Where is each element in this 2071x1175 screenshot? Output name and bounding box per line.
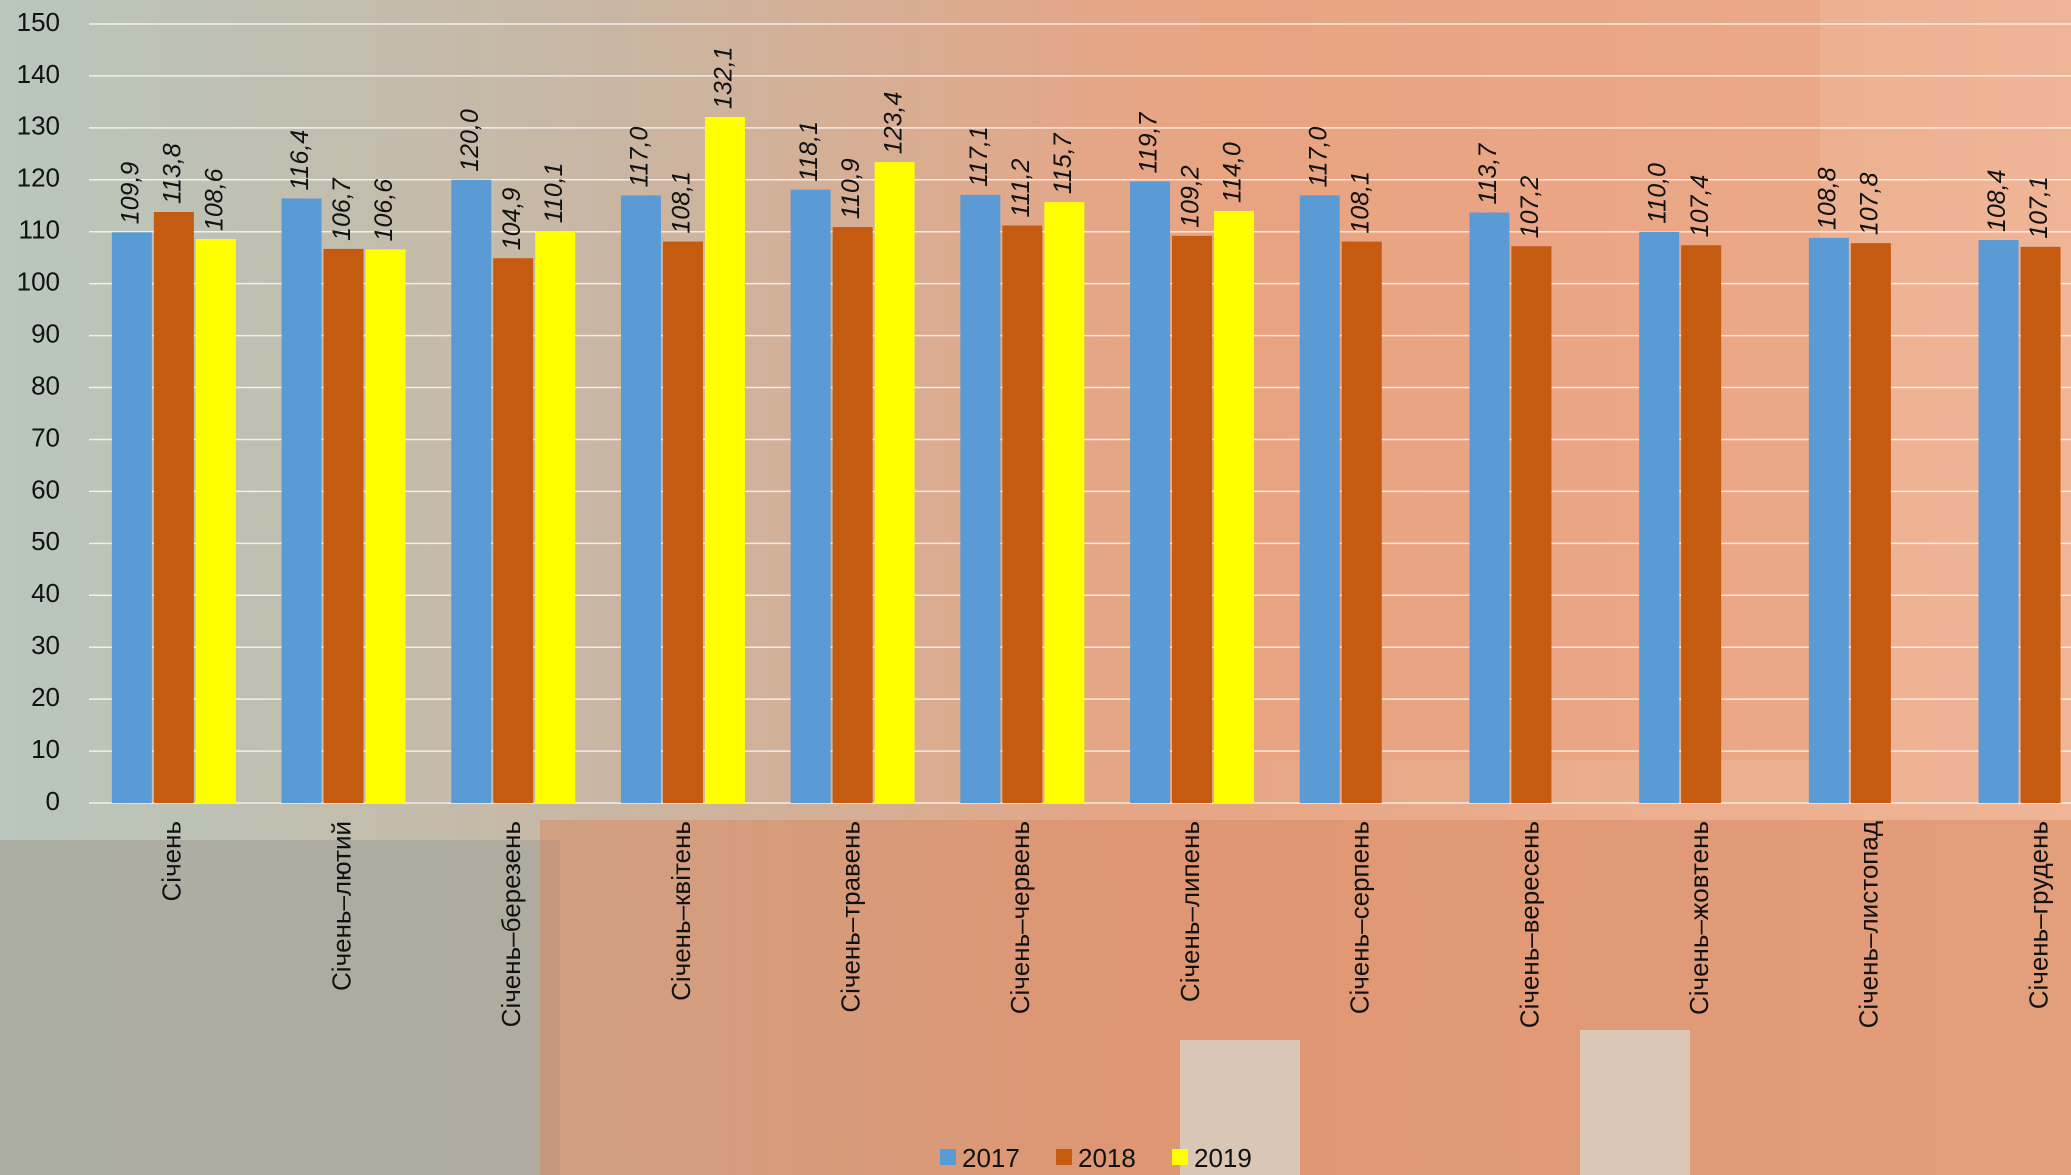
bar (1511, 246, 1552, 804)
y-tick-label: 70 (31, 422, 60, 452)
bar (790, 189, 831, 803)
value-label: 108,8 (1813, 167, 1841, 230)
legend-label: 2017 (962, 1143, 1020, 1173)
legend-swatch (940, 1149, 956, 1165)
value-label: 106,6 (370, 179, 398, 242)
value-label: 108,1 (668, 171, 696, 234)
value-label: 111,2 (1007, 159, 1035, 218)
value-label: 116,4 (286, 130, 314, 191)
value-label: 108,6 (200, 168, 228, 231)
value-label: 132,1 (710, 46, 738, 109)
value-label: 115,7 (1049, 132, 1077, 194)
bar (1639, 231, 1680, 803)
legend-label: 2019 (1194, 1143, 1252, 1173)
x-tick-label: Січень–грудень (2023, 821, 2053, 1009)
bar (1214, 210, 1255, 803)
x-tick-label: Січень (157, 821, 187, 901)
y-tick-label: 0 (46, 786, 60, 816)
value-label: 110,9 (837, 158, 865, 219)
legend-swatch (1056, 1149, 1072, 1165)
y-tick-label: 50 (31, 526, 60, 556)
value-label: 117,0 (626, 127, 654, 188)
y-tick-label: 80 (31, 370, 60, 400)
legend-label: 2018 (1078, 1143, 1136, 1173)
bar (1341, 241, 1382, 804)
value-label: 120,0 (456, 109, 484, 172)
x-tick-label: Січень–квітень (666, 821, 696, 1001)
bar (1172, 235, 1213, 803)
bar (832, 227, 873, 803)
bar (281, 198, 322, 804)
bar (704, 116, 745, 803)
bar (2020, 246, 2061, 803)
value-label: 108,4 (1983, 169, 2011, 232)
bar (662, 241, 703, 804)
bar (960, 194, 1001, 804)
y-tick-label: 30 (31, 630, 60, 660)
y-tick-label: 150 (17, 7, 60, 37)
value-label: 109,9 (116, 162, 144, 225)
value-label: 113,7 (1474, 143, 1502, 205)
bar (620, 195, 661, 803)
value-label: 119,7 (1135, 112, 1163, 174)
bar (451, 179, 492, 804)
value-label: 113,8 (158, 143, 186, 204)
y-tick-label: 110 (19, 215, 60, 245)
bar (1850, 243, 1891, 803)
legend-swatch (1172, 1149, 1188, 1165)
value-label: 108,1 (1346, 171, 1374, 234)
y-tick-label: 130 (17, 111, 60, 141)
x-tick-label: Січень–листопад (1854, 821, 1884, 1028)
y-tick-label: 140 (17, 59, 60, 89)
x-tick-label: Січень–червень (1005, 821, 1035, 1014)
y-tick-label: 120 (17, 163, 60, 193)
x-tick-label: Січень–вересень (1514, 821, 1544, 1028)
value-label: 104,9 (498, 188, 526, 251)
y-tick-label: 10 (31, 734, 60, 764)
y-tick-label: 100 (17, 267, 60, 297)
bar (1002, 225, 1043, 803)
y-tick-label: 90 (31, 318, 60, 348)
value-label: 117,1 (965, 126, 993, 187)
value-label: 107,8 (1855, 173, 1883, 236)
value-label: 107,4 (1686, 175, 1714, 238)
x-tick-label: Січень–лютий (326, 821, 356, 991)
bar (111, 232, 152, 803)
bar (874, 162, 915, 803)
value-label: 123,4 (879, 92, 907, 155)
value-label: 114,0 (1219, 142, 1247, 203)
value-label: 110,1 (540, 162, 568, 223)
bar (153, 211, 194, 804)
value-label: 107,2 (1516, 176, 1544, 239)
x-tick-label: Січень–серпень (1345, 821, 1375, 1014)
value-label: 110,0 (1644, 163, 1672, 224)
value-label: 107,1 (2025, 176, 2053, 239)
x-tick-label: Січень–липень (1175, 821, 1205, 1002)
x-tick-label: Січень–жовтень (1684, 821, 1714, 1015)
value-label: 106,7 (328, 177, 356, 241)
bar (535, 231, 576, 804)
bar (1130, 181, 1171, 803)
x-tick-label: Січень–березень (496, 821, 526, 1027)
x-tick-label: Січень–травень (836, 821, 866, 1013)
bar (1978, 240, 2019, 803)
bar (493, 258, 534, 803)
value-label: 109,2 (1177, 165, 1205, 228)
bar (1299, 195, 1340, 803)
bar (1681, 245, 1722, 804)
y-tick-label: 20 (31, 682, 60, 712)
value-label: 117,0 (1304, 127, 1332, 188)
value-label: 118,1 (795, 121, 823, 182)
bar (1044, 202, 1085, 803)
bar (1469, 212, 1510, 803)
bar (365, 249, 406, 803)
bar (1808, 237, 1849, 803)
bar (195, 239, 236, 803)
y-tick-label: 40 (31, 578, 60, 608)
bar (323, 248, 364, 803)
y-tick-label: 60 (31, 474, 60, 504)
